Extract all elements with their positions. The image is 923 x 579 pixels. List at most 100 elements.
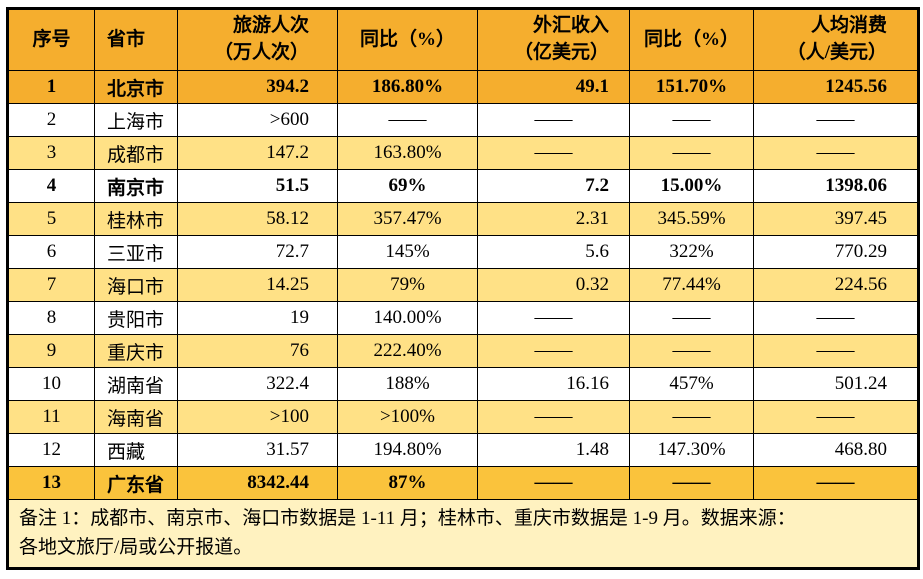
cell-forex: —— bbox=[477, 103, 630, 137]
note-line-1: 备注 1：成都市、南京市、海口市数据是 1-11 月；桂林市、重庆市数据是 1-… bbox=[19, 508, 796, 529]
cell-city: 桂林市 bbox=[94, 202, 178, 236]
table-note: 备注 1：成都市、南京市、海口市数据是 1-11 月；桂林市、重庆市数据是 1-… bbox=[7, 499, 919, 569]
cell-yoy_visits: 69% bbox=[337, 169, 478, 203]
cell-visits: >600 bbox=[177, 103, 338, 137]
cell-per_capita: 501.24 bbox=[753, 367, 919, 401]
cell-forex: —— bbox=[477, 334, 630, 368]
cell-yoy_visits: 194.80% bbox=[337, 433, 478, 467]
header-row: 序号 省市 旅游人次 （万人次） 同比（%） 外汇收入 （亿美元） 同比（%） 人均消费 （人/美… bbox=[7, 8, 919, 71]
cell-city: 湖南省 bbox=[94, 367, 178, 401]
cell-no: 8 bbox=[7, 301, 95, 335]
cell-city: 重庆市 bbox=[94, 334, 178, 368]
cell-forex: 1.48 bbox=[477, 433, 630, 467]
cell-yoy_forex: 15.00% bbox=[629, 169, 754, 203]
cell-visits: 14.25 bbox=[177, 268, 338, 302]
cell-visits: 394.2 bbox=[177, 70, 338, 104]
cell-city: 成都市 bbox=[94, 136, 178, 170]
table-row: 9 重庆市 76 222.40% —— —— —— bbox=[7, 334, 919, 368]
cell-yoy_visits: 145% bbox=[337, 235, 478, 269]
cell-yoy_visits: 87% bbox=[337, 466, 478, 500]
cell-no: 6 bbox=[7, 235, 95, 269]
cell-visits: 8342.44 bbox=[177, 466, 338, 500]
cell-yoy_forex: —— bbox=[629, 103, 754, 137]
cell-visits: 72.7 bbox=[177, 235, 338, 269]
cell-no: 5 bbox=[7, 202, 95, 236]
cell-no: 2 bbox=[7, 103, 95, 137]
cell-per_capita: 397.45 bbox=[753, 202, 919, 236]
cell-yoy_forex: —— bbox=[629, 400, 754, 434]
cell-per_capita: 224.56 bbox=[753, 268, 919, 302]
cell-yoy_visits: 79% bbox=[337, 268, 478, 302]
cell-city: 海南省 bbox=[94, 400, 178, 434]
table-row: 13 广东省 8342.44 87% —— —— —— bbox=[7, 466, 919, 500]
cell-city: 南京市 bbox=[94, 169, 178, 203]
cell-yoy_visits: 186.80% bbox=[337, 70, 478, 104]
column-header-forex: 外汇收入 （亿美元） bbox=[477, 8, 630, 71]
cell-visits: 76 bbox=[177, 334, 338, 368]
cell-city: 三亚市 bbox=[94, 235, 178, 269]
cell-no: 1 bbox=[7, 70, 95, 104]
cell-yoy_forex: 322% bbox=[629, 235, 754, 269]
cell-visits: 19 bbox=[177, 301, 338, 335]
cell-forex: 16.16 bbox=[477, 367, 630, 401]
column-header-per_capita: 人均消费 （人/美元） bbox=[753, 8, 919, 71]
table-row: 2 上海市 >600 —— —— —— —— bbox=[7, 103, 919, 137]
cell-no: 3 bbox=[7, 136, 95, 170]
tourism-data-table: 序号 省市 旅游人次 （万人次） 同比（%） 外汇收入 （亿美元） 同比（%） 人均消费 （人/美… bbox=[6, 7, 920, 570]
cell-per_capita: —— bbox=[753, 466, 919, 500]
cell-per_capita: —— bbox=[753, 334, 919, 368]
cell-city: 贵阳市 bbox=[94, 301, 178, 335]
cell-visits: 322.4 bbox=[177, 367, 338, 401]
cell-per_capita: —— bbox=[753, 136, 919, 170]
column-header-visits: 旅游人次 （万人次） bbox=[177, 8, 338, 71]
cell-visits: 147.2 bbox=[177, 136, 338, 170]
cell-forex: 5.6 bbox=[477, 235, 630, 269]
cell-forex: —— bbox=[477, 466, 630, 500]
table-row: 3 成都市 147.2 163.80% —— —— —— bbox=[7, 136, 919, 170]
cell-visits: 51.5 bbox=[177, 169, 338, 203]
cell-no: 11 bbox=[7, 400, 95, 434]
cell-no: 7 bbox=[7, 268, 95, 302]
cell-yoy_forex: —— bbox=[629, 301, 754, 335]
cell-no: 13 bbox=[7, 466, 95, 500]
table-row: 5 桂林市 58.12 357.47% 2.31 345.59% 397.45 bbox=[7, 202, 919, 236]
cell-city: 西藏 bbox=[94, 433, 178, 467]
cell-yoy_forex: 345.59% bbox=[629, 202, 754, 236]
column-header-yoy_forex: 同比（%） bbox=[629, 8, 754, 71]
cell-visits: >100 bbox=[177, 400, 338, 434]
cell-city: 广东省 bbox=[94, 466, 178, 500]
cell-visits: 58.12 bbox=[177, 202, 338, 236]
cell-city: 北京市 bbox=[94, 70, 178, 104]
cell-yoy_forex: 151.70% bbox=[629, 70, 754, 104]
cell-forex: —— bbox=[477, 400, 630, 434]
cell-yoy_visits: 222.40% bbox=[337, 334, 478, 368]
cell-yoy_forex: 457% bbox=[629, 367, 754, 401]
column-header-yoy_visits: 同比（%） bbox=[337, 8, 478, 71]
cell-no: 12 bbox=[7, 433, 95, 467]
cell-city: 上海市 bbox=[94, 103, 178, 137]
cell-visits: 31.57 bbox=[177, 433, 338, 467]
cell-yoy_forex: —— bbox=[629, 334, 754, 368]
table-row: 8 贵阳市 19 140.00% —— —— —— bbox=[7, 301, 919, 335]
table-row: 4 南京市 51.5 69% 7.2 15.00% 1398.06 bbox=[7, 169, 919, 203]
cell-yoy_visits: —— bbox=[337, 103, 478, 137]
table-row: 10 湖南省 322.4 188% 16.16 457% 501.24 bbox=[7, 367, 919, 401]
cell-per_capita: 1245.56 bbox=[753, 70, 919, 104]
table-row: 6 三亚市 72.7 145% 5.6 322% 770.29 bbox=[7, 235, 919, 269]
cell-per_capita: 770.29 bbox=[753, 235, 919, 269]
cell-yoy_visits: >100% bbox=[337, 400, 478, 434]
cell-per_capita: —— bbox=[753, 400, 919, 434]
cell-per_capita: 468.80 bbox=[753, 433, 919, 467]
cell-per_capita: —— bbox=[753, 103, 919, 137]
cell-forex: 7.2 bbox=[477, 169, 630, 203]
note-row: 备注 1：成都市、南京市、海口市数据是 1-11 月；桂林市、重庆市数据是 1-… bbox=[7, 499, 919, 569]
cell-forex: 0.32 bbox=[477, 268, 630, 302]
table-row: 7 海口市 14.25 79% 0.32 77.44% 224.56 bbox=[7, 268, 919, 302]
cell-forex: 2.31 bbox=[477, 202, 630, 236]
note-line-2: 各地文旅厅/局或公开报道。 bbox=[19, 536, 253, 558]
column-header-no: 序号 bbox=[7, 8, 95, 71]
cell-per_capita: —— bbox=[753, 301, 919, 335]
cell-yoy_forex: —— bbox=[629, 136, 754, 170]
cell-no: 10 bbox=[7, 367, 95, 401]
